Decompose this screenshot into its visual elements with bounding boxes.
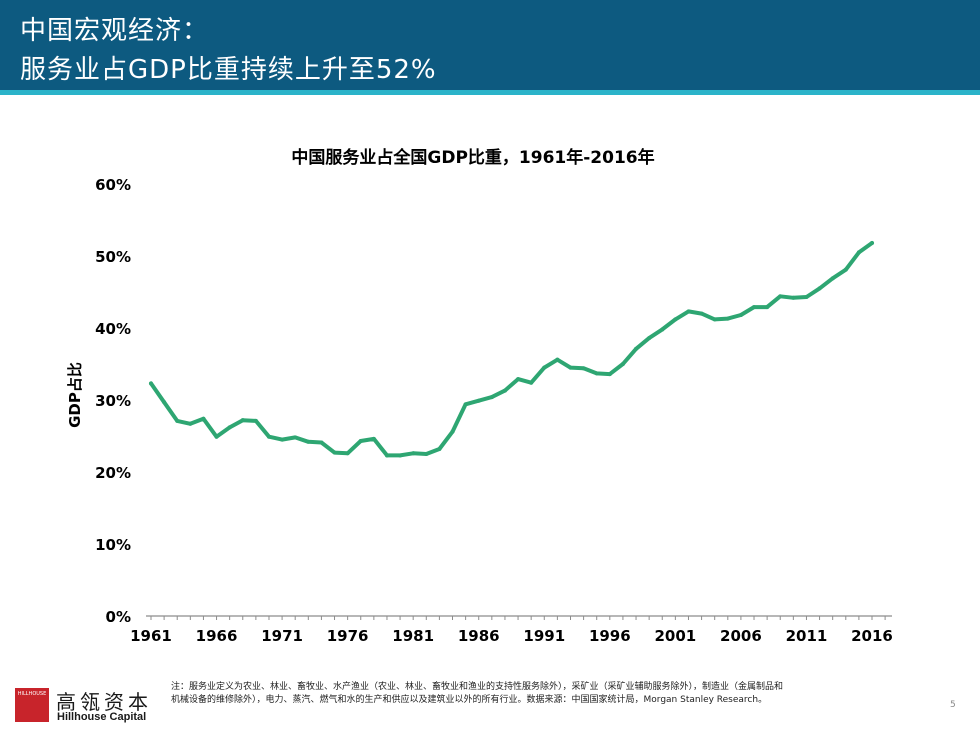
chart-title: 中国服务业占全国GDP比重，1961年-2016年 xyxy=(291,147,654,168)
data-point-1989 xyxy=(516,377,521,382)
data-point-1984 xyxy=(450,429,455,434)
data-point-1980 xyxy=(398,453,403,458)
x-tick-label: 2001 xyxy=(654,627,696,645)
data-point-2002 xyxy=(686,309,691,314)
data-point-1964 xyxy=(188,421,193,426)
x-tick-label: 1966 xyxy=(196,627,238,645)
data-point-1973 xyxy=(306,439,311,444)
data-point-1979 xyxy=(384,453,389,458)
data-point-1981 xyxy=(411,451,416,456)
data-point-2001 xyxy=(673,317,678,322)
y-tick-label: 20% xyxy=(95,464,131,482)
data-point-2013 xyxy=(830,276,835,281)
data-point-1991 xyxy=(542,365,547,370)
logo-name-en: Hillhouse Capital xyxy=(57,711,147,723)
data-point-1970 xyxy=(266,434,271,439)
data-point-1999 xyxy=(647,336,652,341)
data-point-2009 xyxy=(778,294,783,299)
data-point-1990 xyxy=(529,380,534,385)
footnote: 注：服务业定义为农业、林业、畜牧业、水产渔业（农业、林业、畜牧业和渔业的支持性服… xyxy=(171,682,784,705)
title-accent-line xyxy=(0,90,980,95)
data-point-2000 xyxy=(660,327,665,332)
x-tick-label: 1976 xyxy=(327,627,369,645)
series-line xyxy=(149,241,874,458)
data-point-1983 xyxy=(437,446,442,451)
data-point-2012 xyxy=(817,286,822,291)
data-point-2010 xyxy=(791,295,796,300)
data-point-1997 xyxy=(620,362,625,366)
data-point-1968 xyxy=(240,418,245,423)
data-point-1995 xyxy=(594,371,599,376)
data-point-1998 xyxy=(634,346,639,351)
logo-name-cn: 高瓴资本 xyxy=(56,690,152,714)
x-tick-label: 1971 xyxy=(261,627,303,645)
data-point-1972 xyxy=(293,435,298,440)
data-point-1977 xyxy=(358,439,363,444)
data-point-1978 xyxy=(371,436,376,441)
data-point-1975 xyxy=(332,450,337,455)
slide-title-line1: 中国宏观经济： xyxy=(20,16,210,46)
data-point-1987 xyxy=(489,395,494,400)
x-tick-label: 1961 xyxy=(130,627,172,645)
logo-box-text: HILLHOUSE xyxy=(17,691,47,697)
data-point-1967 xyxy=(227,425,232,430)
data-point-1971 xyxy=(280,437,285,442)
data-point-2003 xyxy=(699,311,704,316)
data-point-2015 xyxy=(856,250,861,255)
data-point-1963 xyxy=(175,418,180,423)
data-point-1966 xyxy=(214,434,219,439)
data-point-2006 xyxy=(738,313,743,318)
series-points xyxy=(149,241,874,458)
data-point-1985 xyxy=(463,402,468,407)
hillhouse-logo-icon: HILLHOUSE xyxy=(15,688,49,722)
y-tick-label: 30% xyxy=(95,392,131,410)
x-tick-label: 1991 xyxy=(523,627,565,645)
x-tick-label: 1981 xyxy=(392,627,434,645)
title-banner: 中国宏观经济： 服务业占GDP比重持续上升至52% xyxy=(0,0,980,90)
x-tick-label: 2016 xyxy=(851,627,893,645)
data-point-2011 xyxy=(804,295,809,300)
x-tick-label: 1996 xyxy=(589,627,631,645)
data-point-1969 xyxy=(253,418,258,423)
y-tick-label: 60% xyxy=(95,176,131,194)
data-point-2004 xyxy=(712,317,717,322)
data-point-2014 xyxy=(843,267,848,272)
data-point-1988 xyxy=(502,388,507,393)
data-point-1974 xyxy=(319,440,324,445)
slide-title-line2: 服务业占GDP比重持续上升至52% xyxy=(20,55,437,85)
x-tick-label: 2011 xyxy=(786,627,828,645)
y-tick-label: 40% xyxy=(95,320,131,338)
data-point-1962 xyxy=(162,400,167,405)
data-point-1994 xyxy=(581,366,586,371)
x-axis: 1961 1966 1971 1976 1981 1986 1991 1996 2001 2006… xyxy=(130,616,893,645)
data-point-1961 xyxy=(149,381,153,386)
data-point-1976 xyxy=(345,451,350,456)
x-tick-label: 2006 xyxy=(720,627,762,645)
data-point-1992 xyxy=(555,357,560,362)
data-point-2016 xyxy=(870,241,874,246)
x-tick-label: 1986 xyxy=(458,627,500,645)
data-point-1965 xyxy=(201,416,206,421)
data-point-2007 xyxy=(752,305,757,310)
y-tick-label: 0% xyxy=(106,608,131,626)
page-number: 5 xyxy=(950,700,956,710)
data-point-1993 xyxy=(568,365,573,370)
y-axis: 0% 10% 20% 30% 40% 50% 60% xyxy=(95,176,131,626)
y-axis-label: GDP占比 xyxy=(66,362,84,428)
y-tick-label: 10% xyxy=(95,536,131,554)
y-tick-label: 50% xyxy=(95,248,131,266)
data-point-2008 xyxy=(765,305,770,310)
data-point-1982 xyxy=(424,452,429,456)
data-point-1996 xyxy=(607,372,612,377)
data-point-1986 xyxy=(476,398,481,403)
data-point-2005 xyxy=(725,316,730,321)
